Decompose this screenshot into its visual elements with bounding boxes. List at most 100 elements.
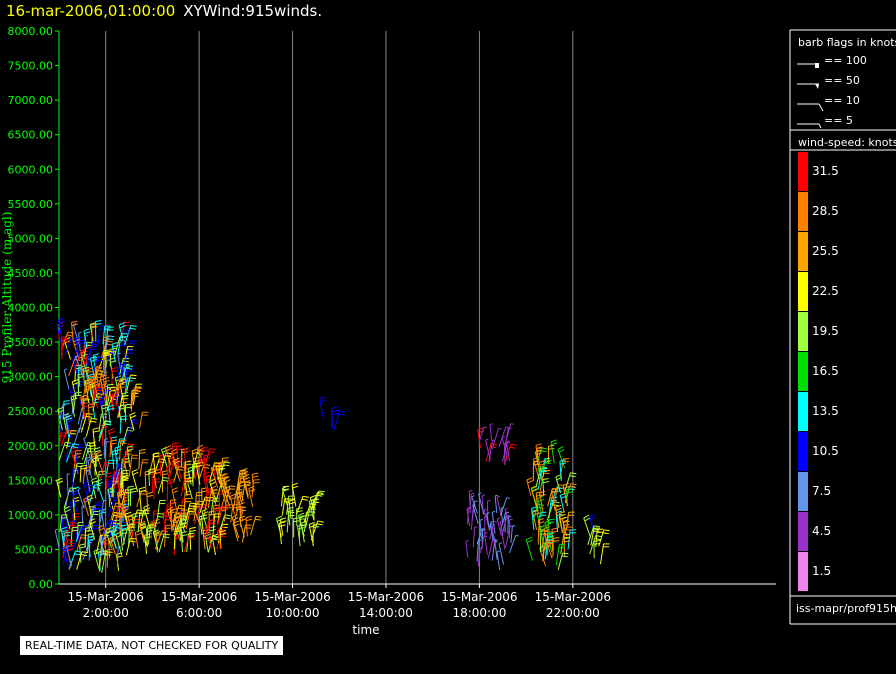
wind-barb-flag [92, 456, 99, 460]
wind-barb-flag [126, 364, 133, 367]
wind-barb [102, 379, 108, 399]
wind-barb-flag [181, 519, 188, 521]
wind-barb-flag [212, 536, 219, 540]
wind-barb-flag [110, 442, 117, 445]
wind-barb [157, 500, 161, 518]
wind-barb [158, 533, 165, 553]
wind-barb-flag [219, 492, 226, 495]
wind-barb-flag [203, 474, 210, 478]
x-tick-label: 15-Mar-2006 [68, 590, 144, 604]
wind-barb-flag [166, 464, 173, 468]
wind-barb-flag [105, 472, 112, 475]
wind-barb-flag [92, 343, 99, 346]
wind-barb [83, 368, 85, 387]
wind-barb [93, 551, 101, 572]
wind-barb-flag [67, 419, 74, 423]
wind-barb [101, 551, 107, 573]
wind-barb [172, 460, 181, 482]
wind-barb-flag [120, 418, 128, 420]
scale-label: 10.5 [812, 444, 839, 458]
wind-barb-flag [252, 475, 259, 478]
wind-barb-flag [93, 459, 100, 463]
wind-barb-flag [87, 370, 94, 373]
wind-barb [98, 372, 102, 389]
wind-barb [76, 551, 83, 570]
wind-barb-flag [110, 535, 116, 539]
wind-barb-flag [489, 423, 493, 425]
wind-barb-flag [199, 517, 206, 521]
wind-barb-flag [106, 530, 113, 534]
wind-barb-flag [73, 322, 77, 326]
wind-barb-flag [166, 447, 173, 452]
wind-barb [120, 530, 124, 551]
wind-barb-flag [496, 550, 500, 553]
wind-barb-flag [92, 480, 99, 484]
wind-barb-flag [81, 527, 88, 530]
wind-barb-flag [506, 497, 510, 499]
wind-barb-flag [84, 499, 91, 503]
wind-barb-flag [551, 487, 558, 491]
wind-barb-flag [492, 510, 496, 513]
wind-barb [508, 535, 517, 554]
x-tick-label: 15-Mar-2006 [441, 590, 517, 604]
wind-barb-flag [148, 471, 155, 474]
wind-barb-flag [164, 533, 171, 536]
wind-barb [138, 450, 141, 470]
wind-barb [95, 453, 104, 474]
wind-barb [87, 537, 91, 557]
wind-barb-flag [119, 512, 126, 515]
wind-barb-flag [181, 531, 188, 534]
wind-barb [111, 478, 114, 498]
x-tick-label: 15-Mar-2006 [254, 590, 330, 604]
wind-barb [131, 519, 136, 539]
barb-label-10: == 10 [824, 94, 860, 107]
wind-barb [62, 547, 69, 567]
wind-barb-flag [563, 520, 570, 523]
wind-barb-flag [101, 406, 108, 410]
wind-barb-flag [296, 507, 303, 510]
wind-barb-flag [70, 391, 77, 394]
wind-barb [85, 471, 91, 492]
wind-barb [231, 517, 240, 539]
wind-barb [242, 476, 249, 497]
wind-barb-flag [183, 447, 190, 450]
wind-barb [73, 339, 81, 360]
wind-barb-flag [287, 506, 294, 510]
wind-barb-flag [99, 511, 106, 514]
wind-barb [191, 463, 195, 483]
wind-barb-flag [219, 467, 226, 471]
y-tick-label: 1000.00 [8, 509, 54, 522]
wind-barb [165, 467, 173, 489]
wind-barb [117, 333, 122, 355]
wind-barb-flag [108, 407, 115, 411]
wind-barb-flag [199, 514, 206, 518]
wind-barb-flag [553, 540, 560, 542]
wind-barb-flag [94, 484, 101, 486]
wind-barb-flag [90, 358, 97, 362]
wind-barb-flag [74, 553, 81, 556]
wind-barb-flag [96, 478, 103, 483]
quality-warning: REAL-TIME DATA, NOT CHECKED FOR QUALITY [20, 636, 284, 655]
wind-barb-flag [81, 551, 88, 554]
wind-barb [223, 479, 231, 500]
wind-barb-flag [184, 450, 191, 453]
wind-barb-flag [492, 527, 496, 530]
wind-barb-flag [205, 527, 212, 531]
wind-barb-flag [112, 344, 119, 348]
wind-barb [245, 517, 248, 537]
wind-barb-flag [313, 526, 320, 528]
wind-barb-flag [533, 463, 540, 466]
barb-legend-flag [815, 84, 819, 89]
scale-label: 22.5 [812, 284, 839, 298]
wind-barb-flag [107, 329, 114, 331]
wind-barb-flag [594, 538, 601, 540]
wind-barb [64, 337, 72, 357]
wind-barb-flag [78, 373, 85, 376]
wind-barb-flag [67, 545, 74, 548]
scale-label: 1.5 [812, 564, 832, 578]
wind-barb-flag [87, 367, 94, 370]
wind-barb-flag [211, 538, 218, 541]
wind-barb-flag [472, 503, 476, 506]
wind-barb-flag [160, 457, 167, 460]
